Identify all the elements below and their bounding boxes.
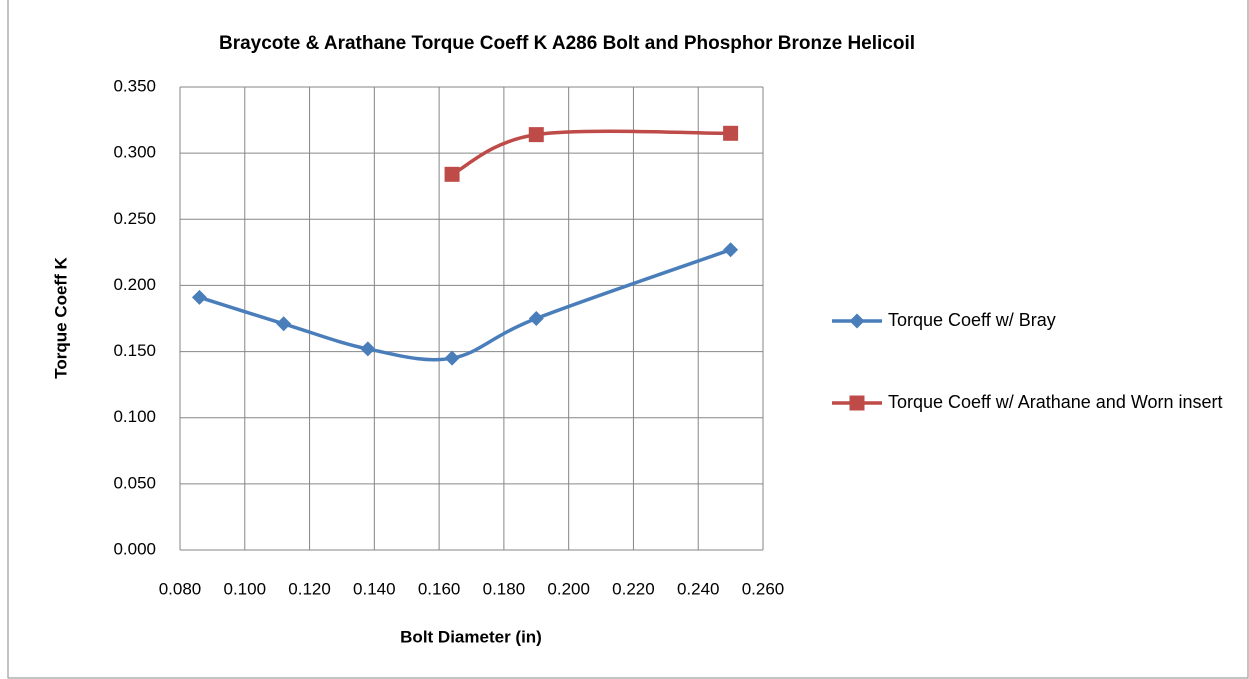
data-point xyxy=(276,316,292,332)
data-point xyxy=(444,166,460,182)
x-tick-label: 0.180 xyxy=(483,579,526,598)
x-tick-label: 0.120 xyxy=(288,579,331,598)
y-tick-label: 0.150 xyxy=(113,341,156,360)
data-point xyxy=(528,311,544,326)
data-point xyxy=(444,350,460,366)
x-tick-label: 0.220 xyxy=(612,579,655,598)
y-tick-label: 0.250 xyxy=(113,209,156,228)
x-tick-label: 0.140 xyxy=(353,579,396,598)
x-tick-label: 0.080 xyxy=(159,579,202,598)
grid: 0.000 0.050 0.100 0.150 0.200 0.250 0.300 0.350… xyxy=(113,76,784,598)
y-tick-label: 0.100 xyxy=(113,407,156,426)
data-point xyxy=(723,242,739,258)
x-tick-label: 0.160 xyxy=(418,579,461,598)
x-axis-title: Bolt Diameter (in) xyxy=(400,627,542,646)
data-point xyxy=(528,127,544,143)
series-line xyxy=(451,129,731,176)
legend-label: Torque Coeff w/ Bray xyxy=(888,310,1056,330)
x-tick-label: 0.240 xyxy=(677,579,720,598)
x-tick-label: 0.260 xyxy=(742,579,785,598)
legend-label: Torque Coeff w/ Arathane and Worn insert xyxy=(888,392,1223,412)
chart-title: Braycote & Arathane Torque Coeff K A286 … xyxy=(219,33,915,54)
y-tick-label: 0.300 xyxy=(113,143,156,162)
x-tick-label: 0.100 xyxy=(224,579,267,598)
y-tick-label: 0.200 xyxy=(113,275,156,294)
data-point xyxy=(723,125,739,141)
y-axis-title: Torque Coeff K xyxy=(51,257,70,379)
chart-border xyxy=(7,0,1249,679)
data-point xyxy=(360,341,376,357)
series-line xyxy=(198,248,732,362)
y-tick-label: 0.350 xyxy=(113,76,156,95)
legend-marker xyxy=(849,313,865,329)
data-point xyxy=(191,289,207,305)
plot-area xyxy=(191,125,739,366)
x-tick-label: 0.200 xyxy=(547,579,590,598)
y-tick-label: 0.050 xyxy=(113,473,156,492)
legend-marker xyxy=(849,395,865,411)
y-tick-label: 0.000 xyxy=(113,539,156,558)
